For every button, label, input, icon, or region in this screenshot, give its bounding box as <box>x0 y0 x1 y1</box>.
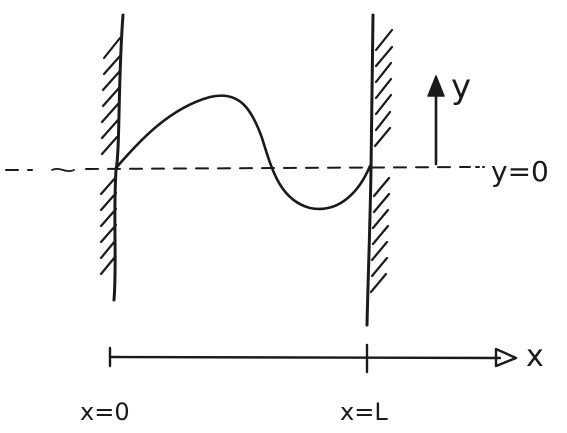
equilibrium-label: y=0 <box>491 155 549 188</box>
right-end-label: x=L <box>340 398 388 426</box>
y-arrow <box>427 75 445 166</box>
x-axis-label: x <box>526 339 544 374</box>
string-curve <box>114 94 372 211</box>
x-axis-arrow <box>108 343 518 374</box>
right-wall-hatching <box>369 28 394 294</box>
y-axis-label: y <box>451 67 471 107</box>
right-wall <box>365 13 394 327</box>
left-end-label: x=0 <box>80 398 130 426</box>
equilibrium-line <box>5 166 485 173</box>
left-wall-hatching <box>99 36 122 276</box>
left-wall <box>99 13 125 302</box>
